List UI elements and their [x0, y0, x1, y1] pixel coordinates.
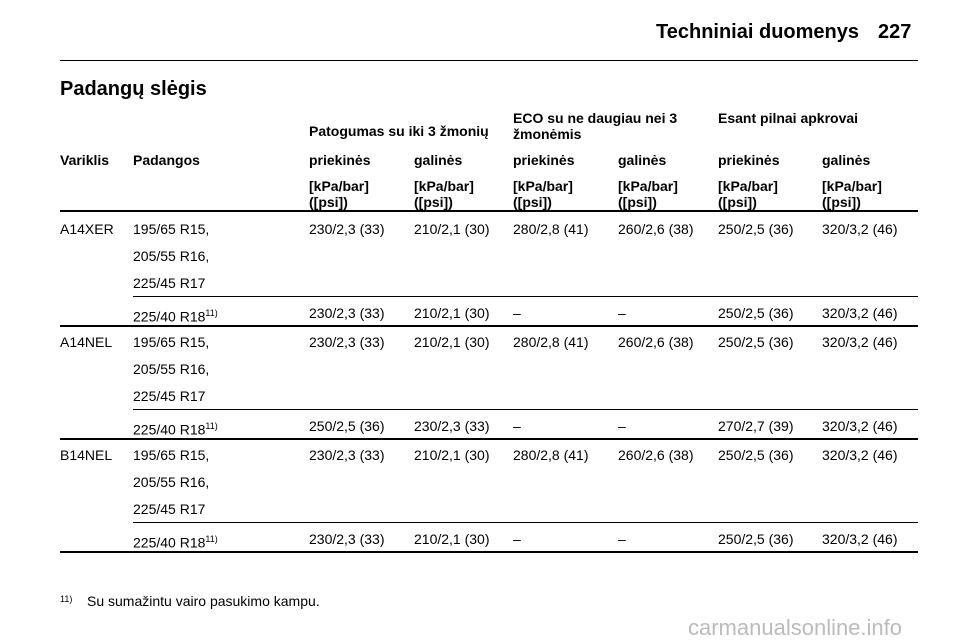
pressure: –	[618, 418, 626, 434]
pressure: 210/2,1 (30)	[414, 305, 490, 321]
column-header: galinės	[414, 152, 463, 168]
pressure: –	[618, 305, 626, 321]
pressure: 260/2,6 (38)	[618, 221, 694, 237]
tire-size: 195/65 R15,	[133, 447, 210, 463]
tire-size: 205/55 R16,	[133, 474, 210, 490]
footnote-ref: 11)	[205, 421, 218, 431]
pressure: 320/3,2 (46)	[822, 531, 898, 547]
footnote-text: Su sumažintu vairo pasukimo kampu.	[87, 593, 320, 609]
column-header: galinės	[618, 152, 667, 168]
row-rule	[133, 296, 918, 297]
group-rule	[60, 551, 918, 553]
pressure: –	[513, 418, 521, 434]
group-header: ECO su ne daugiau nei 3 žmonėmis	[513, 110, 678, 142]
tire-size: 225/45 R17	[133, 501, 206, 517]
tire-size: 225/40 R1811)	[133, 534, 218, 551]
pressure: 250/2,5 (36)	[309, 418, 385, 434]
group-header: Esant pilnai apkrovai	[718, 110, 859, 126]
pressure: 230/2,3 (33)	[309, 334, 385, 350]
header-rule	[60, 60, 918, 61]
tire-size: 225/40 R1811)	[133, 421, 218, 438]
watermark: carmanualsonline.info	[688, 615, 903, 640]
pressure: 320/3,2 (46)	[822, 418, 898, 434]
title: Padangų slėgis	[60, 78, 207, 100]
table-top-rule	[60, 210, 918, 212]
pressure: 230/2,3 (33)	[309, 531, 385, 547]
unit-header: [kPa/bar] ([psi])	[309, 178, 369, 210]
pressure: 250/2,5 (36)	[718, 305, 794, 321]
unit-header: [kPa/bar] ([psi])	[718, 178, 778, 210]
engine: B14NEL	[60, 447, 113, 463]
tire-size: 205/55 R16,	[133, 361, 210, 377]
pressure: 320/3,2 (46)	[822, 447, 898, 463]
pressure: 280/2,8 (41)	[513, 221, 589, 237]
tire-size: 195/65 R15,	[133, 334, 210, 350]
pressure: –	[618, 531, 626, 547]
footnote-ref: 11)	[205, 308, 218, 318]
pressure: 250/2,5 (36)	[718, 531, 794, 547]
tire-size: 205/55 R16,	[133, 248, 210, 264]
pressure: 250/2,5 (36)	[718, 447, 794, 463]
unit-header: [kPa/bar] ([psi])	[822, 178, 882, 210]
column-header: Variklis	[60, 152, 110, 168]
pressure: 230/2,3 (33)	[309, 305, 385, 321]
pressure: 210/2,1 (30)	[414, 531, 490, 547]
unit-header: [kPa/bar] ([psi])	[618, 178, 678, 210]
section-title: Techniniai duomenys	[656, 21, 859, 43]
pressure: 230/2,3 (33)	[309, 447, 385, 463]
pressure: 280/2,8 (41)	[513, 334, 589, 350]
column-header: priekinės	[718, 152, 780, 168]
pressure: 230/2,3 (33)	[309, 221, 385, 237]
pressure: 250/2,5 (36)	[718, 334, 794, 350]
pressure: 320/3,2 (46)	[822, 221, 898, 237]
engine: A14XER	[60, 221, 114, 237]
column-header: priekinės	[513, 152, 575, 168]
pressure: –	[513, 305, 521, 321]
pressure: –	[513, 531, 521, 547]
group-header: Patogumas su iki 3 žmonių	[309, 123, 489, 139]
pressure: 210/2,1 (30)	[414, 447, 490, 463]
pressure: 320/3,2 (46)	[822, 305, 898, 321]
column-header: galinės	[822, 152, 871, 168]
pressure: 320/3,2 (46)	[822, 334, 898, 350]
engine: A14NEL	[60, 334, 113, 350]
row-rule	[133, 522, 918, 523]
pressure: 210/2,1 (30)	[414, 221, 490, 237]
column-header: Padangos	[133, 152, 200, 168]
footnote-ref: 11)	[205, 534, 218, 544]
column-header: priekinės	[309, 152, 371, 168]
pressure: 210/2,1 (30)	[414, 334, 490, 350]
pressure: 260/2,6 (38)	[618, 447, 694, 463]
group-rule	[60, 325, 918, 327]
unit-header: [kPa/bar] ([psi])	[414, 178, 474, 210]
tire-size: 225/45 R17	[133, 275, 206, 291]
pressure: 280/2,8 (41)	[513, 447, 589, 463]
page-number: 227	[878, 21, 912, 43]
group-rule	[60, 438, 918, 440]
unit-header: [kPa/bar] ([psi])	[513, 178, 573, 210]
pressure: 260/2,6 (38)	[618, 334, 694, 350]
pressure: 250/2,5 (36)	[718, 221, 794, 237]
pressure: 270/2,7 (39)	[718, 418, 794, 434]
pressure: 230/2,3 (33)	[414, 418, 490, 434]
footnote-mark: 11)	[60, 594, 73, 604]
row-rule	[133, 409, 918, 410]
tire-size: 225/45 R17	[133, 388, 206, 404]
tire-size: 195/65 R15,	[133, 221, 210, 237]
tire-size: 225/40 R1811)	[133, 308, 218, 325]
